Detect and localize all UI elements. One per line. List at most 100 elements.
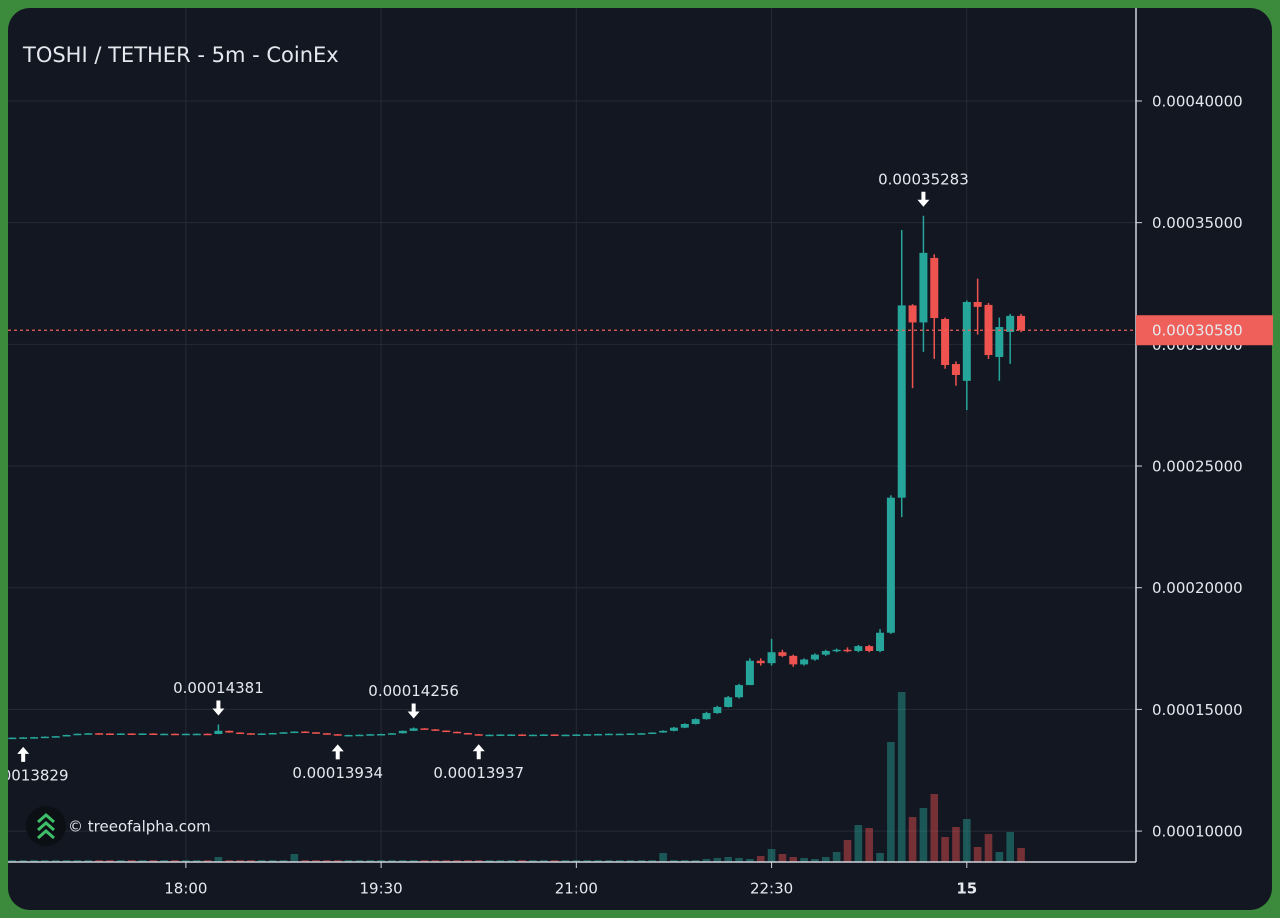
y-tick-label: 0.00040000 [1152, 92, 1243, 110]
candle-body [962, 301, 971, 381]
candle-body [127, 733, 136, 735]
candle-body [810, 654, 819, 660]
volume-bar [973, 847, 982, 862]
volume-bar [778, 854, 787, 862]
volume-bar [496, 860, 505, 862]
candle-body [84, 733, 93, 735]
volume-bar [203, 860, 212, 862]
volume-bar [138, 860, 147, 862]
volume-bar [746, 859, 754, 862]
volume-bar [540, 860, 548, 862]
plot-area: 0.00013829 0.00014381 0.00013934 0.00014256… [8, 170, 1136, 862]
volume-bar [51, 860, 60, 862]
candle-body [51, 736, 60, 738]
candle-body [160, 733, 169, 736]
y-tick-label: 0.00020000 [1152, 579, 1243, 597]
volume-bar [876, 853, 884, 862]
volume-bar [919, 808, 928, 862]
candle-body [648, 732, 657, 735]
volume-bar [30, 860, 38, 862]
candle-body [930, 257, 939, 319]
x-tick-label: 21:00 [555, 880, 598, 898]
candle-body [181, 733, 190, 736]
marker-label: 0.00035283 [878, 170, 969, 188]
candle-body [908, 305, 917, 323]
volume-bar [865, 828, 873, 862]
candle-body [420, 728, 429, 730]
candle-body [680, 724, 689, 728]
candle-body [453, 731, 462, 734]
y-tick-label: 0.00015000 [1152, 701, 1243, 719]
volume-bar [626, 860, 635, 862]
volume-bar [702, 859, 711, 862]
volume-bar [995, 852, 1004, 862]
volume-bar [225, 860, 234, 862]
volume-bar [930, 794, 939, 862]
candle-body [333, 734, 342, 736]
volume-bar [377, 860, 385, 862]
extreme-marker: 0.00014256 [368, 682, 459, 719]
candle-body [767, 652, 776, 664]
marker-arrow [212, 700, 225, 716]
candle-body [735, 685, 744, 698]
volume-bar [594, 860, 602, 862]
candle-body [897, 305, 906, 498]
volume-bar [984, 834, 993, 862]
candle-body [257, 733, 266, 735]
volume-bar [681, 860, 689, 862]
candle-body [246, 733, 255, 735]
volume-bar [8, 860, 17, 862]
candle-body [268, 733, 277, 735]
volume-bar [73, 860, 82, 862]
candle-body [214, 730, 223, 734]
candle-body [789, 655, 798, 665]
volume-bar [323, 860, 331, 862]
candle-body [528, 734, 537, 737]
volume-bar [832, 852, 841, 862]
volume-bar [214, 857, 223, 862]
marker-label: 0.00013937 [433, 764, 524, 782]
volume-bar [182, 860, 190, 862]
volume-bar [388, 860, 396, 862]
volume-bar [312, 860, 320, 862]
volume-bar [127, 860, 136, 862]
x-tick-label: 18:00 [164, 880, 207, 898]
watermark-logo [26, 806, 66, 846]
candle-body [442, 730, 451, 733]
extreme-marker: 0.00035283 [878, 170, 969, 207]
candle-body [518, 734, 527, 736]
marker-label: 0.00014381 [173, 679, 264, 697]
candle-body [225, 730, 234, 733]
extreme-marker: 0.00014381 [173, 679, 264, 716]
candle-body [30, 737, 39, 739]
candle-body [702, 713, 711, 720]
volume-bar [149, 860, 158, 862]
candle-body [485, 734, 494, 737]
volume-bar [518, 860, 526, 862]
volume-bar [62, 860, 71, 862]
candle-body [854, 646, 863, 651]
volume-bar [344, 860, 353, 862]
candle-body [865, 646, 874, 651]
extreme-marker: 0.00013937 [433, 744, 524, 782]
candle-body [659, 730, 668, 733]
candle-body [843, 649, 852, 652]
volume-bar [442, 860, 450, 862]
volume-bar [279, 860, 288, 862]
candle-body [62, 734, 71, 737]
volume-bar [464, 860, 472, 862]
panel [8, 8, 1272, 910]
x-tick-label: 15 [956, 880, 977, 898]
candle-body [377, 733, 386, 736]
volume-bar [659, 853, 667, 862]
volume-bar [605, 860, 613, 862]
candle-body [301, 731, 310, 734]
candle-body [431, 729, 440, 731]
candle-body [116, 733, 125, 735]
candle-body [550, 734, 559, 736]
candle-body [572, 734, 581, 736]
candle-body [951, 364, 960, 376]
candle-body [594, 733, 603, 736]
volume-bar [648, 860, 657, 862]
